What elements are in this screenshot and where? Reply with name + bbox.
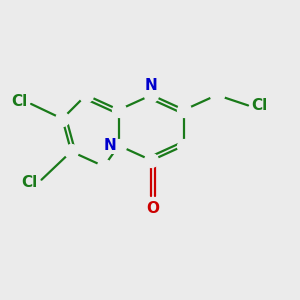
Text: Cl: Cl	[252, 98, 268, 113]
Text: N: N	[104, 138, 116, 153]
Text: N: N	[145, 78, 158, 93]
Text: Cl: Cl	[22, 175, 38, 190]
Text: Cl: Cl	[11, 94, 28, 109]
Text: O: O	[146, 200, 160, 215]
